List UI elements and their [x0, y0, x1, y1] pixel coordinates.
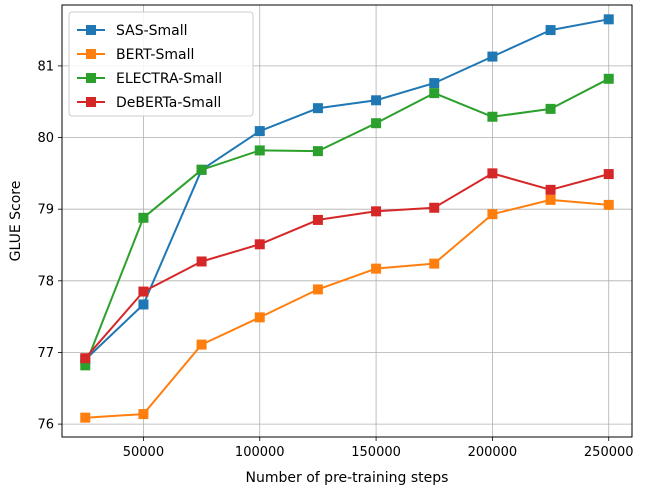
legend-item-electra-small: ELECTRA-Small	[77, 71, 222, 87]
data-point-bert-small	[429, 258, 440, 269]
series-line-sas-small	[84, 18, 609, 361]
data-point-bert-small	[545, 194, 556, 205]
data-point-bert-small	[138, 409, 149, 420]
data-point-deberta-small	[429, 202, 440, 213]
data-point-deberta-small	[312, 214, 323, 225]
series-bert-small	[80, 194, 614, 423]
series-line-electra-small	[84, 77, 610, 366]
y-axis-label: GLUE Score	[8, 181, 24, 262]
data-point-bert-small	[603, 199, 614, 210]
series-lines	[80, 14, 614, 423]
data-point-electra-small	[487, 111, 498, 122]
x-axis-label: Number of pre-training steps	[246, 470, 449, 486]
data-point-bert-small	[312, 284, 323, 295]
legend-swatch-marker	[86, 73, 96, 83]
data-point-electra-small	[371, 118, 382, 129]
x-axis-ticks: 50000 100000 150000 200000 250000	[123, 437, 634, 460]
y-tick-label: 79	[37, 203, 54, 218]
legend-swatch-marker	[86, 97, 96, 107]
y-tick-label: 76	[37, 418, 54, 433]
data-point-sas-small	[429, 78, 440, 89]
x-tick-label: 250000	[584, 445, 634, 460]
data-point-bert-small	[80, 412, 91, 423]
data-point-electra-small	[138, 212, 149, 223]
x-tick-label: 100000	[235, 445, 285, 460]
data-point-sas-small	[371, 95, 382, 106]
data-point-deberta-small	[487, 168, 498, 179]
y-tick-label: 81	[37, 59, 54, 74]
y-tick-label: 77	[37, 346, 54, 361]
legend-item-sas-small: SAS-Small	[77, 23, 188, 39]
legend-box	[68, 11, 254, 117]
data-point-electra-small	[603, 73, 614, 84]
legend-label: BERT-Small	[116, 47, 194, 63]
data-point-deberta-small	[138, 286, 149, 297]
data-point-bert-small	[371, 263, 382, 274]
data-point-deberta-small	[603, 169, 614, 180]
data-point-electra-small	[429, 88, 440, 99]
data-point-deberta-small	[196, 256, 207, 267]
data-point-sas-small	[312, 103, 323, 114]
data-point-electra-small	[545, 103, 556, 114]
legend-item-deberta-small: DeBERTa-Small	[77, 95, 221, 111]
data-point-electra-small	[312, 146, 323, 157]
series-deberta-small	[80, 168, 614, 364]
data-point-deberta-small	[545, 184, 556, 195]
x-tick-label: 200000	[468, 445, 518, 460]
series-line-bert-small	[85, 198, 609, 419]
x-tick-label: 150000	[351, 445, 401, 460]
data-point-sas-small	[138, 299, 149, 310]
legend-swatch-marker	[86, 49, 96, 59]
data-point-bert-small	[196, 339, 207, 350]
series-electra-small	[80, 73, 614, 371]
x-tick-label: 50000	[123, 445, 164, 460]
data-point-deberta-small	[254, 239, 265, 250]
data-point-electra-small	[196, 164, 207, 175]
legend-item-bert-small: BERT-Small	[77, 47, 194, 63]
data-point-sas-small	[545, 25, 556, 36]
legend-label: SAS-Small	[116, 23, 188, 39]
data-point-bert-small	[487, 209, 498, 220]
data-point-deberta-small	[80, 353, 91, 364]
plot-frame	[61, 4, 633, 438]
legend-label: ELECTRA-Small	[116, 71, 222, 87]
data-point-sas-small	[487, 51, 498, 62]
series-line-deberta-small	[84, 172, 609, 359]
legend-label: DeBERTa-Small	[116, 95, 221, 111]
series-sas-small	[80, 14, 614, 365]
y-tick-label: 78	[37, 274, 54, 289]
data-point-sas-small	[603, 14, 614, 25]
legend: SAS-Small BERT-Small ELECTRA-Small DeBERTa-…	[68, 11, 254, 117]
y-axis-ticks: 76 77 78 79 80 81	[37, 59, 62, 433]
data-point-sas-small	[254, 126, 265, 137]
y-tick-label: 80	[37, 131, 54, 146]
data-point-bert-small	[254, 312, 265, 323]
data-point-electra-small	[254, 145, 265, 156]
legend-swatch-marker	[86, 25, 96, 35]
data-point-electra-small	[80, 360, 91, 371]
data-point-deberta-small	[371, 206, 382, 217]
